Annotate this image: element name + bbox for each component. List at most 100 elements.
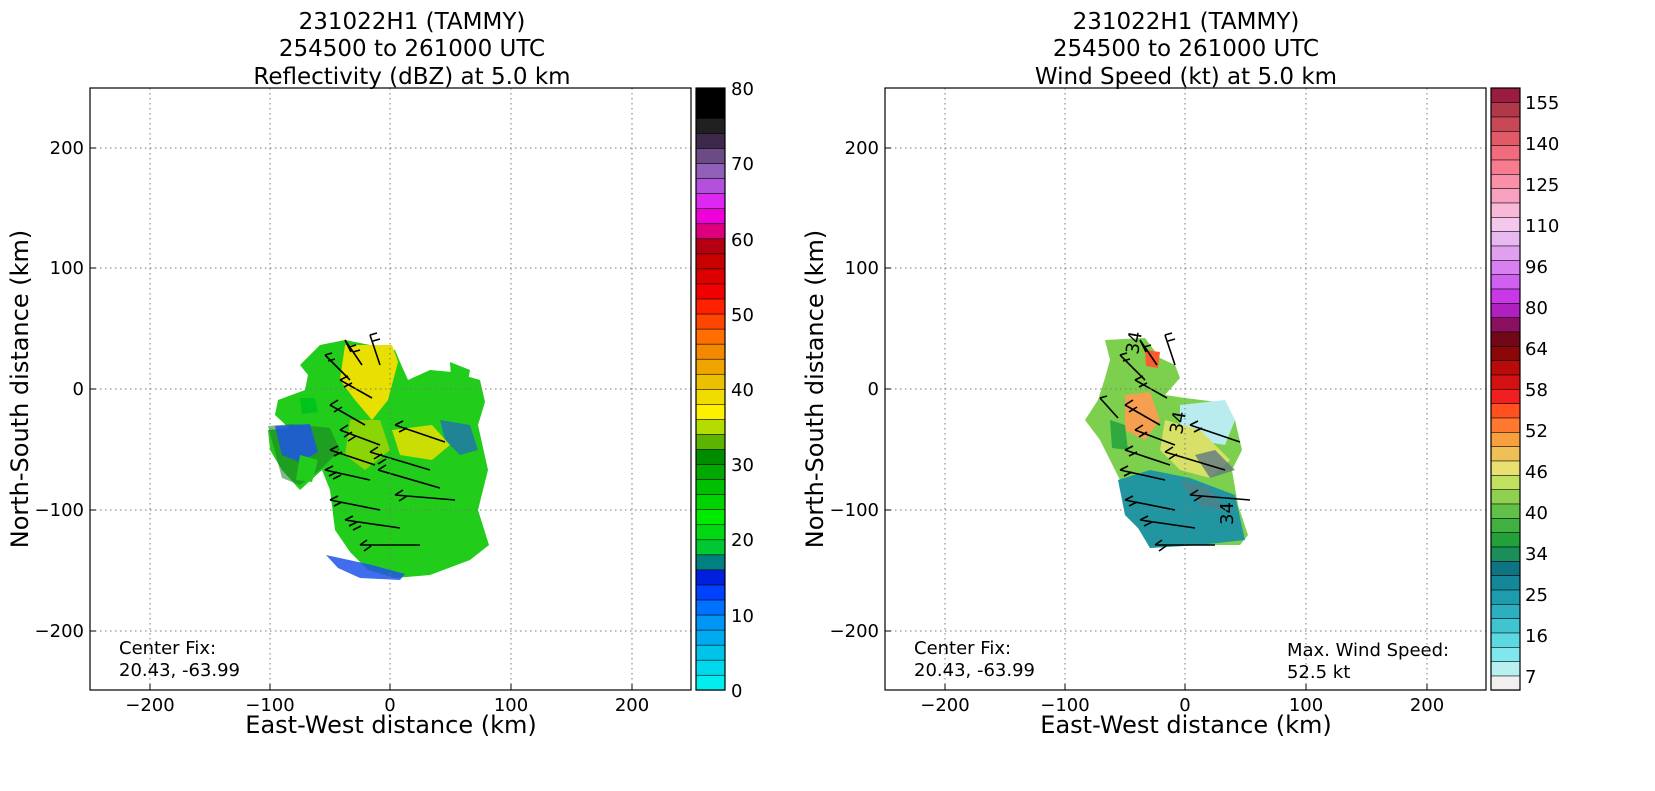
colorbar-segment [695, 569, 726, 586]
wind-speed-colorbar [1490, 87, 1521, 691]
reflectivity-colorbar [695, 87, 726, 691]
colorbar-label: 70 [731, 154, 754, 175]
colorbar-segment [1490, 116, 1521, 132]
chart-title-line-1: 231022H1 (TAMMY) [1073, 9, 1300, 35]
colorbar-segment [695, 178, 726, 194]
colorbar-segment [695, 403, 726, 420]
colorbar-segment [1490, 474, 1521, 490]
colorbar-label: 50 [731, 305, 754, 326]
contour-label: 34 [1122, 330, 1147, 356]
colorbar-label: 52 [1525, 421, 1548, 442]
colorbar-segment [695, 539, 726, 556]
colorbar-segment [695, 117, 726, 134]
colorbar-segment [695, 253, 726, 270]
colorbar-label: 80 [731, 79, 754, 100]
colorbar-segment [1490, 589, 1521, 605]
colorbar-segment [1490, 546, 1521, 562]
colorbar-label: 110 [1525, 216, 1559, 237]
colorbar-label: 40 [1525, 503, 1548, 524]
colorbar-segment [1490, 173, 1521, 189]
chart-title-line-1: 231022H1 (TAMMY) [299, 9, 526, 35]
max-wind-value: 52.5 kt [1287, 662, 1350, 683]
colorbar-segment [695, 463, 726, 480]
colorbar-segment [1490, 202, 1521, 218]
colorbar-segment [1490, 646, 1521, 662]
colorbar-segment [1490, 231, 1521, 247]
colorbar-segment [695, 509, 726, 526]
colorbar-segment [1490, 374, 1521, 390]
colorbar-segment [695, 388, 726, 405]
colorbar-segment [1490, 302, 1521, 318]
colorbar-label: 34 [1525, 544, 1548, 565]
colorbar-segment [1490, 245, 1521, 261]
chart-title-line-3: Reflectivity (dBZ) at 5.0 km [253, 64, 570, 90]
colorbar-segment [695, 599, 726, 616]
wind-barbs [1099, 332, 1251, 552]
colorbar-segment [695, 208, 726, 225]
colorbar-segment [695, 418, 726, 435]
colorbar-segment [695, 629, 726, 646]
reflectivity-panel: 231022H1 (TAMMY) 254500 to 261000 UTC Re… [6, 9, 754, 739]
x-tick-label: 100 [1289, 695, 1323, 716]
wind-speed-grid [885, 88, 1486, 690]
x-tick-label: 100 [494, 695, 528, 716]
colorbar-segment [695, 268, 726, 285]
wind-speed-panel: 231022H1 (TAMMY) 254500 to 261000 UTC Wi… [801, 9, 1559, 739]
colorbar-segment [695, 193, 726, 210]
colorbar-segment [1490, 145, 1521, 161]
colorbar-segment [1490, 489, 1521, 505]
colorbar-segment [695, 644, 726, 661]
colorbar-segment [695, 87, 726, 104]
wind-barbs [324, 332, 456, 552]
y-tick-label: −100 [830, 500, 879, 521]
colorbar-segment [1490, 618, 1521, 634]
x-tick-label: −100 [245, 695, 294, 716]
y-tick-label: −200 [830, 621, 879, 642]
colorbar-segment [695, 524, 726, 541]
colorbar-segment [1490, 360, 1521, 376]
wind-speed-colorbar-frame [1490, 87, 1521, 691]
x-axis-label: East-West distance (km) [245, 711, 536, 739]
colorbar-segment [1490, 288, 1521, 304]
colorbar-segment [695, 343, 726, 360]
colorbar-segment [1490, 460, 1521, 476]
colorbar-segment [1490, 317, 1521, 333]
reflectivity-colorbar-labels: 80 70 60 50 40 30 20 10 0 [731, 79, 754, 702]
x-tick-label: −200 [125, 695, 174, 716]
colorbar-segment [695, 478, 726, 495]
colorbar-label: 20 [731, 530, 754, 551]
colorbar-segment [695, 147, 726, 164]
colorbar-segment [695, 223, 726, 240]
colorbar-label: 140 [1525, 134, 1559, 155]
colorbar-segment [1490, 274, 1521, 290]
colorbar-label: 155 [1525, 93, 1559, 114]
colorbar-label: 0 [731, 681, 742, 702]
colorbar-label: 64 [1525, 339, 1548, 360]
colorbar-segment [1490, 675, 1521, 691]
center-fix-value: 20.43, -63.99 [914, 660, 1035, 681]
colorbar-segment [695, 448, 726, 465]
center-fix-label: Center Fix: [914, 638, 1011, 659]
colorbar-segment [695, 358, 726, 375]
colorbar-segment [695, 433, 726, 450]
y-tick-label: 200 [50, 138, 84, 159]
colorbar-segment [1490, 87, 1521, 103]
colorbar-segment [1490, 188, 1521, 204]
reflectivity-grid [90, 88, 691, 690]
colorbar-label: 125 [1525, 175, 1559, 196]
colorbar-segment [1490, 216, 1521, 232]
y-tick-label: 200 [845, 138, 879, 159]
reflectivity-field [268, 340, 489, 580]
colorbar-segment [1490, 517, 1521, 533]
x-tick-label: 0 [384, 695, 395, 716]
reflectivity-tick-marks [90, 147, 633, 690]
colorbar-label: 58 [1525, 380, 1548, 401]
colorbar-segment [695, 313, 726, 330]
colorbar-segment [1490, 431, 1521, 447]
colorbar-label: 80 [1525, 298, 1548, 319]
colorbar-label: 30 [731, 455, 754, 476]
colorbar-label: 46 [1525, 462, 1548, 483]
colorbar-segment [695, 102, 726, 119]
y-tick-label: 0 [868, 379, 879, 400]
